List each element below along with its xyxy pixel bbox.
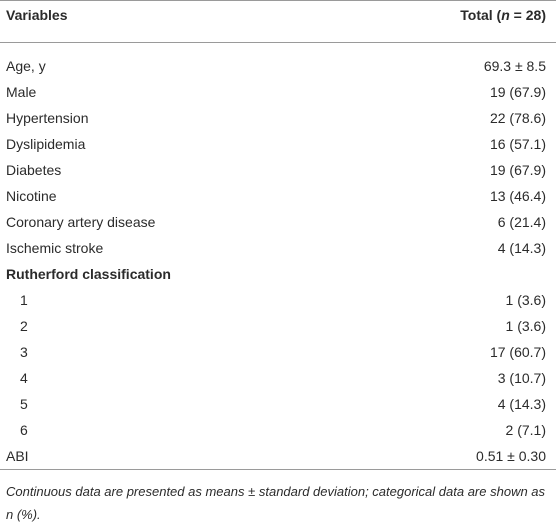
table-row: 6 2 (7.1) — [0, 417, 556, 443]
header-variable: Variables — [0, 0, 345, 43]
row-value: 19 (67.9) — [489, 84, 546, 100]
table-row: Hypertension 22 (78.6) — [0, 105, 556, 131]
row-value: 16 (57.1) — [489, 136, 546, 152]
row-label: 6 — [20, 422, 28, 438]
header-total: Total (n = 28) — [344, 0, 556, 43]
table-row: 3 17 (60.7) — [0, 339, 556, 365]
row-label: 3 — [20, 344, 28, 360]
row-label: 1 — [20, 292, 28, 308]
table-row: Rutherford classification — [0, 261, 556, 287]
table-row: 4 3 (10.7) — [0, 365, 556, 391]
row-label: Ischemic stroke — [6, 240, 104, 256]
table-row: 5 4 (14.3) — [0, 391, 556, 417]
row-value: 0.51 ± 0.30 — [476, 448, 546, 464]
row-label: ABI — [6, 448, 29, 464]
row-value: 22 (78.6) — [489, 110, 546, 126]
row-value: 13 (46.4) — [489, 188, 546, 204]
row-label: 2 — [20, 318, 28, 334]
row-label: Coronary artery disease — [6, 214, 156, 230]
table-row: Ischemic stroke 4 (14.3) — [0, 235, 556, 261]
table-body: Age, y 69.3 ± 8.5 Male 19 (67.9) Hypertensio… — [0, 43, 556, 470]
header-text: Total ( — [460, 7, 502, 23]
row-value: 4 (14.3) — [497, 396, 546, 412]
row-value: 17 (60.7) — [489, 344, 546, 360]
row-value: 19 (67.9) — [489, 162, 546, 178]
footnote: Continuous data are presented as means ±… — [6, 484, 546, 522]
row-label: Nicotine — [6, 188, 57, 204]
row-value: 6 (21.4) — [497, 214, 546, 230]
row-label: Male — [6, 84, 37, 100]
table-row: ABI 0.51 ± 0.30 — [0, 443, 556, 470]
header-row: Variables Total (n = 28) — [0, 0, 556, 43]
table-row: Dyslipidemia 16 (57.1) — [0, 131, 556, 157]
data-table: Variables Total (n = 28) Age, y 69.3 ± 8.… — [0, 0, 556, 470]
row-value: 4 (14.3) — [497, 240, 546, 256]
row-value: 69.3 ± 8.5 — [483, 58, 546, 74]
table-row: Coronary artery disease 6 (21.4) — [0, 209, 556, 235]
row-value: 1 (3.6) — [505, 318, 546, 334]
row-value: 2 (7.1) — [505, 422, 546, 438]
table-row: 1 1 (3.6) — [0, 287, 556, 313]
table-row: Age, y 69.3 ± 8.5 — [0, 43, 556, 80]
row-label: 4 — [20, 370, 28, 386]
table-row: Male 19 (67.9) — [0, 79, 556, 105]
row-label: Diabetes — [6, 162, 62, 178]
header-n: n — [501, 7, 510, 23]
row-label: Dyslipidemia — [6, 136, 86, 152]
table-row: Nicotine 13 (46.4) — [0, 183, 556, 209]
row-label: Hypertension — [6, 110, 89, 126]
row-label: Age, y — [6, 58, 46, 74]
row-value: 1 (3.6) — [505, 292, 546, 308]
table-row: Diabetes 19 (67.9) — [0, 157, 556, 183]
section-label: Rutherford classification — [6, 266, 171, 282]
header-text: = 28) — [509, 7, 546, 23]
row-label: 5 — [20, 396, 28, 412]
table-row: 2 1 (3.6) — [0, 313, 556, 339]
table-head: Variables Total (n = 28) — [0, 0, 556, 43]
row-value: 3 (10.7) — [497, 370, 546, 386]
